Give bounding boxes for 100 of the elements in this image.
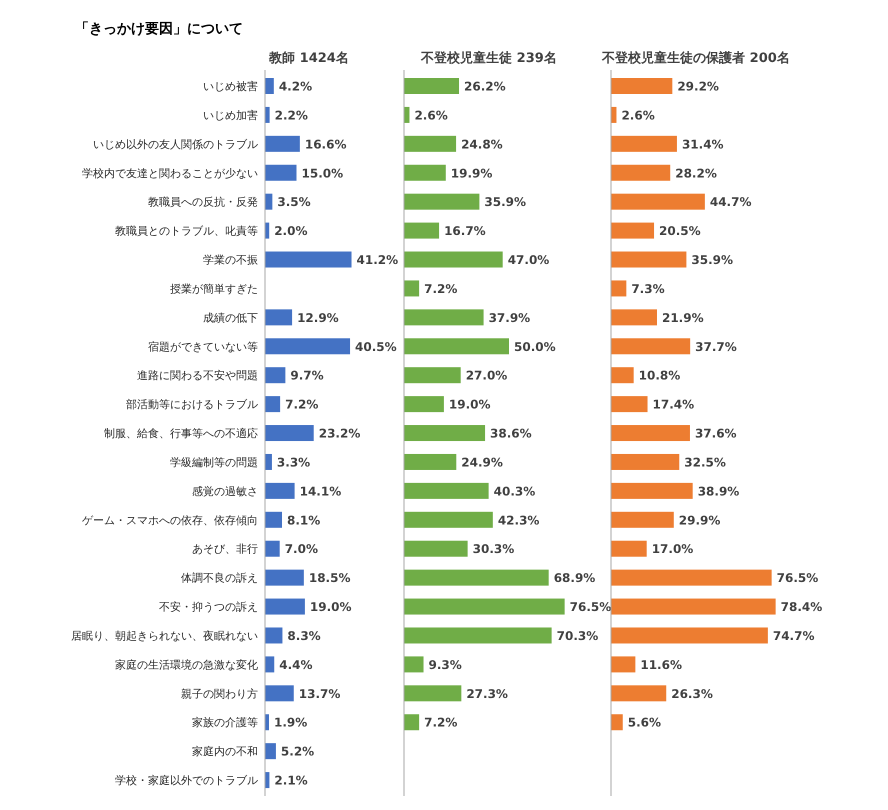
bar [611,540,647,557]
bar [265,136,300,152]
data-label: 41.2% [356,253,398,268]
bar [404,656,424,672]
data-label: 24.8% [461,137,503,152]
data-label: 3.3% [276,455,310,470]
bar [404,540,468,557]
data-label: 4.2% [278,80,312,94]
y-tick-label: 学級編制等の問題 [170,456,258,469]
bar [404,425,486,442]
bar [265,570,304,586]
bar [404,222,440,239]
bar [265,454,272,470]
bar [611,454,680,470]
bar [611,252,686,268]
bar [611,685,666,702]
data-label: 32.5% [684,455,726,470]
data-label: 7.0% [284,542,318,556]
data-label: 7.3% [631,282,665,296]
y-tick-label: 成績の低下 [203,311,258,324]
data-label: 78.4% [780,600,822,614]
bar [404,309,484,326]
data-label: 37.9% [488,310,530,325]
bar [404,454,456,470]
y-tick-label: ゲーム・スマホへの依存、依存傾向 [82,514,258,527]
data-label: 7.2% [424,716,458,730]
data-label: 29.9% [678,513,720,528]
y-tick-label: 制服、給食、行事等への不適応 [104,427,258,440]
bar [404,396,444,412]
data-label: 19.9% [450,166,492,180]
data-label: 8.3% [287,628,321,643]
data-label: 5.6% [628,716,662,730]
data-label: 35.9% [484,195,526,210]
data-label: 38.6% [490,426,532,441]
bar [265,743,276,760]
bar [611,425,690,442]
bar [265,338,350,354]
y-tick-label: いじめ以外の友人関係のトラブル [93,138,258,151]
bar [404,252,503,268]
bar [404,598,565,615]
chart-title: 「きっかけ要因」について [75,21,243,37]
bar [611,714,623,730]
data-label: 2.6% [414,108,448,122]
bar [404,627,552,644]
data-label: 31.4% [682,137,724,152]
bar [611,627,768,644]
data-label: 9.7% [290,368,324,383]
bar [611,280,626,296]
data-label: 17.0% [652,542,694,556]
data-label: 11.6% [640,658,682,672]
y-tick-label: いじめ加害 [203,108,258,122]
bar [404,194,480,210]
data-label: 28.2% [675,166,717,180]
data-label: 13.7% [298,686,340,701]
bar [265,512,282,528]
bar [265,425,314,442]
bar [611,367,634,384]
bar [265,482,295,499]
y-tick-label: 部活動等におけるトラブル [126,398,258,412]
data-label: 68.9% [554,571,596,586]
y-tick-label: 授業が簡単すぎた [170,282,258,296]
data-label: 18.5% [308,571,350,586]
y-tick-label: 学校・家庭以外でのトラブル [115,774,258,788]
data-label: 17.4% [652,398,694,412]
y-tick-label: 進路に関わる不安や問題 [137,369,258,382]
chart-subtitle: 不登校児童生徒の保護者 200名 [601,50,790,66]
bar [265,685,294,702]
data-label: 27.0% [466,368,508,383]
bar [404,685,462,702]
data-label: 40.5% [355,340,397,354]
bar [611,396,648,412]
bar [265,396,280,412]
data-label: 7.2% [424,282,458,296]
bar [611,598,776,615]
bar [611,338,690,354]
data-label: 19.0% [310,600,352,614]
y-tick-label: 学業の不振 [203,254,258,267]
chart-subtitle: 不登校児童生徒 239名 [420,50,557,66]
bar [404,512,493,528]
y-tick-label: 教職員とのトラブル、叱責等 [115,224,258,238]
data-label: 26.3% [671,686,713,701]
bar [611,136,677,152]
bar [404,714,420,730]
data-label: 30.3% [472,542,514,556]
bar [611,656,636,672]
data-label: 74.7% [772,628,815,643]
data-label: 16.7% [444,224,486,238]
data-label: 3.5% [277,195,311,210]
data-label: 1.9% [274,716,308,730]
bar [404,78,460,94]
data-label: 8.1% [287,513,320,528]
bar [265,194,272,210]
y-tick-label: 家庭内の不和 [192,745,258,758]
y-tick-label: 学校内で友達と関わることが少ない [82,166,258,180]
bar [611,482,693,499]
data-label: 2.1% [274,774,308,788]
y-tick-label: 不安・抑うつの訴え [159,600,258,614]
data-label: 42.3% [498,513,540,528]
data-label: 4.4% [279,658,313,672]
data-label: 29.2% [677,80,719,94]
